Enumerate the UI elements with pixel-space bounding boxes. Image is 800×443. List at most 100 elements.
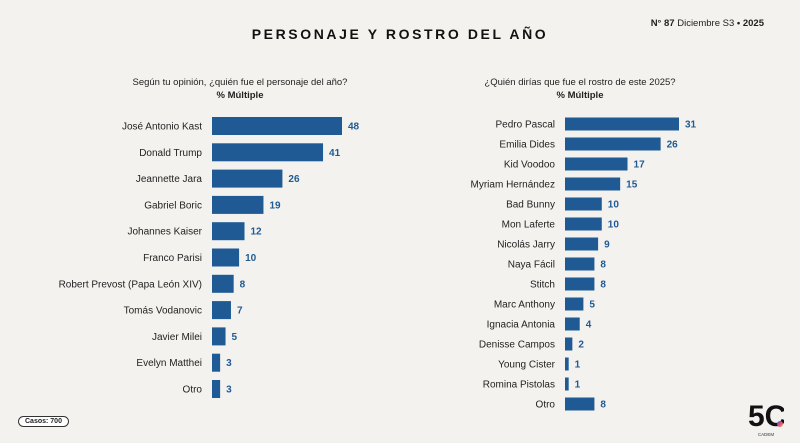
bar <box>565 317 580 331</box>
bar <box>212 301 231 320</box>
bar <box>565 157 628 171</box>
category-label: Gabriel Boric <box>144 200 202 211</box>
bar <box>565 177 621 191</box>
bar <box>565 337 573 351</box>
bar <box>565 357 569 371</box>
bar <box>212 327 226 346</box>
bar <box>565 377 569 391</box>
value-label: 17 <box>634 160 646 171</box>
bar <box>565 297 584 311</box>
cadem-logo: 5C CADEM <box>748 400 784 437</box>
category-label: Emilia Dides <box>499 140 555 151</box>
right-chart-question: ¿Quién dirías que fue el rostro de este … <box>430 76 730 102</box>
value-label: 9 <box>604 240 610 251</box>
value-label: 8 <box>600 400 606 411</box>
category-label: Robert Prevost (Papa León XIV) <box>59 279 202 290</box>
left-chart-title: Según tu opinión, ¿quién fue el personaj… <box>132 77 348 88</box>
issue-no-label: N° <box>650 18 662 29</box>
value-label: 4 <box>586 320 592 331</box>
bar <box>212 143 324 162</box>
value-label: 26 <box>667 140 679 151</box>
category-label: Mon Laferte <box>502 220 556 231</box>
value-label: 15 <box>626 180 638 191</box>
bar <box>212 353 221 372</box>
value-label: 10 <box>608 220 620 231</box>
category-label: Stitch <box>530 280 555 291</box>
value-label: 48 <box>348 122 360 133</box>
bar <box>565 257 595 271</box>
left-chart-subtitle: % Múltiple <box>216 90 264 101</box>
value-label: 19 <box>269 200 281 211</box>
bar <box>212 117 342 135</box>
value-label: 3 <box>226 358 232 369</box>
category-label: Otro <box>183 385 203 396</box>
bar <box>565 397 595 411</box>
category-label: Myriam Hernández <box>471 180 555 191</box>
bar <box>565 197 602 211</box>
value-label: 12 <box>251 227 263 238</box>
category-label: Jeannette Jara <box>136 174 203 185</box>
issue-year: 2025 <box>742 18 764 29</box>
page-title: PERSONAJE Y ROSTRO DEL AÑO <box>251 26 549 42</box>
issue-period: Diciembre S3 <box>677 18 735 29</box>
category-label: Bad Bunny <box>506 200 555 211</box>
bar <box>565 277 595 291</box>
category-label: Young Cister <box>498 360 556 371</box>
category-label: Otro <box>536 400 556 411</box>
casos-badge: Casos: 700 <box>18 416 69 427</box>
value-label: 8 <box>240 279 246 290</box>
category-label: Evelyn Matthei <box>136 358 202 369</box>
value-label: 5 <box>232 332 238 343</box>
category-label: Nicolás Jarry <box>497 240 555 251</box>
bar <box>565 117 679 131</box>
value-label: 26 <box>288 174 300 185</box>
category-label: Tomás Vodanovic <box>124 306 202 317</box>
bar <box>565 217 602 231</box>
bar <box>565 237 599 251</box>
bar <box>212 195 264 214</box>
category-label: Javier Milei <box>152 332 202 343</box>
value-label: 8 <box>600 280 606 291</box>
category-label: Kid Voodoo <box>504 160 556 171</box>
category-label: Donald Trump <box>139 148 202 159</box>
left-chart-question: Según tu opinión, ¿quién fue el personaj… <box>90 76 390 102</box>
bar <box>212 222 245 241</box>
bar <box>565 137 661 151</box>
value-label: 10 <box>245 253 257 264</box>
value-label: 41 <box>329 148 341 159</box>
right-bar-chart: Pedro Pascal 31 Emilia Dides 26 Kid Voodoo 17… <box>400 112 730 412</box>
category-label: Naya Fácil <box>508 260 555 271</box>
category-label: Romina Pistolas <box>483 380 555 391</box>
right-chart-svg: Pedro Pascal 31 Emilia Dides 26 Kid Voodoo 17… <box>471 117 697 411</box>
right-chart-title: ¿Quién dirías que fue el rostro de este … <box>484 77 676 88</box>
bar <box>212 169 283 188</box>
left-bar-chart: José Antonio Kast 48 Donald Trump 41 Jeannet… <box>0 112 380 412</box>
value-label: 5 <box>589 300 595 311</box>
value-label: 10 <box>608 200 620 211</box>
value-label: 1 <box>575 380 581 391</box>
category-label: Marc Anthony <box>494 300 555 311</box>
category-label: Johannes Kaiser <box>128 227 203 238</box>
category-label: Franco Parisi <box>143 253 202 264</box>
category-label: José Antonio Kast <box>122 122 202 133</box>
value-label: 2 <box>578 340 584 351</box>
issue-separator: • <box>736 18 741 29</box>
bar <box>212 380 221 398</box>
bar <box>212 274 234 293</box>
issue-info: N° 87 Diciembre S3 • 2025 <box>651 18 764 29</box>
value-label: 1 <box>575 360 581 371</box>
value-label: 31 <box>685 120 697 131</box>
logo-dot <box>777 421 783 427</box>
right-chart-subtitle: % Múltiple <box>556 90 604 101</box>
value-label: 8 <box>600 260 606 271</box>
bar <box>212 248 240 267</box>
logo-caption: CADEM <box>758 432 775 437</box>
category-label: Pedro Pascal <box>496 120 555 131</box>
value-label: 7 <box>237 306 243 317</box>
category-label: Ignacia Antonia <box>487 320 556 331</box>
logo-mark: 5C <box>748 400 784 433</box>
left-chart-svg: José Antonio Kast 48 Donald Trump 41 Jeannet… <box>59 117 360 398</box>
value-label: 3 <box>226 385 232 396</box>
category-label: Denisse Campos <box>479 340 555 351</box>
issue-number: 87 <box>664 18 675 29</box>
